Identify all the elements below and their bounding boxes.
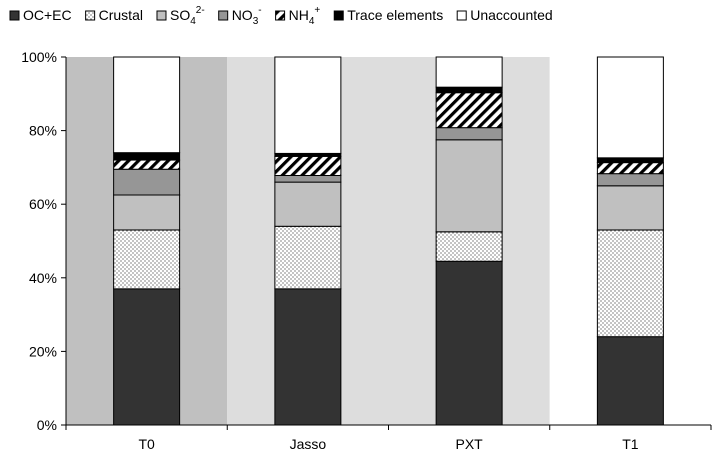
bar-segment-unaccounted-jasso bbox=[274, 56, 342, 154]
bar-segment-oc-ec-jasso bbox=[274, 288, 342, 426]
bars bbox=[113, 56, 664, 426]
legend-label-trace-elements: Trace elements bbox=[347, 7, 443, 23]
bar-segment-so4-2-t1 bbox=[596, 185, 664, 231]
bar-segment-so4-2-t0 bbox=[113, 194, 181, 231]
legend-item-crustal: Crustal bbox=[85, 7, 143, 23]
legend-label-no3: NO3- bbox=[232, 5, 262, 27]
bar-segment-no3-pxt bbox=[435, 127, 503, 141]
x-category-label-t1: T1 bbox=[622, 436, 639, 452]
y-tick-label: 100% bbox=[21, 49, 57, 65]
legend-label-unaccounted: Unaccounted bbox=[470, 7, 553, 23]
legend-item-unaccounted: Unaccounted bbox=[456, 7, 553, 23]
bar-segment-trace-elements-pxt bbox=[435, 86, 503, 94]
legend-swatch-so4-2 bbox=[156, 10, 167, 21]
bar-segment-no3-t1 bbox=[596, 173, 664, 187]
bar-segment-nh4-t1 bbox=[596, 162, 664, 175]
y-tick-label: 40% bbox=[29, 270, 57, 286]
x-category-label-pxt: PXT bbox=[456, 436, 484, 452]
bar-segment-nh4-pxt bbox=[435, 92, 503, 129]
legend-item-so4-2: SO42- bbox=[156, 5, 205, 27]
axes: 0% 20% 40% 60% 80% 100% T0 Jasso PXT T1 bbox=[21, 49, 712, 452]
y-tick-label: 0% bbox=[37, 417, 57, 433]
legend-swatch-unaccounted bbox=[456, 10, 467, 21]
bar-segment-oc-ec-pxt bbox=[435, 260, 503, 426]
bar-segment-crustal-jasso bbox=[274, 225, 342, 290]
legend-swatch-crustal bbox=[85, 10, 96, 21]
bar-segment-no3-jasso bbox=[274, 174, 342, 183]
y-tick-label: 80% bbox=[29, 123, 57, 139]
bar-segment-trace-elements-t0 bbox=[113, 152, 181, 161]
legend-label-oc-ec: OC+EC bbox=[23, 7, 72, 23]
y-tick-label: 60% bbox=[29, 196, 57, 212]
bar-segment-crustal-t0 bbox=[113, 229, 181, 290]
legend-swatch-no3 bbox=[218, 10, 229, 21]
legend-label-crustal: Crustal bbox=[99, 7, 143, 23]
bar-segment-unaccounted-t1 bbox=[596, 56, 664, 159]
legend-item-oc-ec: OC+EC bbox=[9, 7, 72, 23]
legend-swatch-trace-elements bbox=[333, 10, 344, 21]
bar-segment-crustal-t1 bbox=[596, 229, 664, 338]
bar-segment-unaccounted-pxt bbox=[435, 56, 503, 88]
x-category-label-t0: T0 bbox=[138, 436, 155, 452]
bar-segment-so4-2-pxt bbox=[435, 139, 503, 233]
legend-label-nh4: NH4+ bbox=[289, 5, 321, 27]
legend-swatch-oc-ec bbox=[9, 10, 20, 21]
y-tick-label: 20% bbox=[29, 343, 57, 359]
bar-segment-oc-ec-t1 bbox=[596, 336, 664, 426]
bar-segment-unaccounted-t0 bbox=[113, 56, 181, 154]
legend-item-nh4: NH4+ bbox=[275, 5, 321, 27]
legend-item-no3: NO3- bbox=[218, 5, 262, 27]
bar-segment-oc-ec-t0 bbox=[113, 288, 181, 426]
bar-segment-no3-t0 bbox=[113, 168, 181, 196]
legend: OC+EC Crustal SO42- NO3- NH4+ Trace elements U… bbox=[9, 5, 553, 27]
bar-segment-nh4-jasso bbox=[274, 155, 342, 176]
legend-label-so4-2: SO42- bbox=[170, 5, 205, 27]
legend-item-trace-elements: Trace elements bbox=[333, 7, 443, 23]
legend-swatch-nh4 bbox=[275, 10, 286, 21]
bar-segment-nh4-t0 bbox=[113, 159, 181, 170]
bar-segment-crustal-pxt bbox=[435, 231, 503, 262]
bar-segment-so4-2-jasso bbox=[274, 181, 342, 227]
x-category-label-jasso: Jasso bbox=[290, 436, 327, 452]
bar-segment-trace-elements-t1 bbox=[596, 157, 664, 164]
